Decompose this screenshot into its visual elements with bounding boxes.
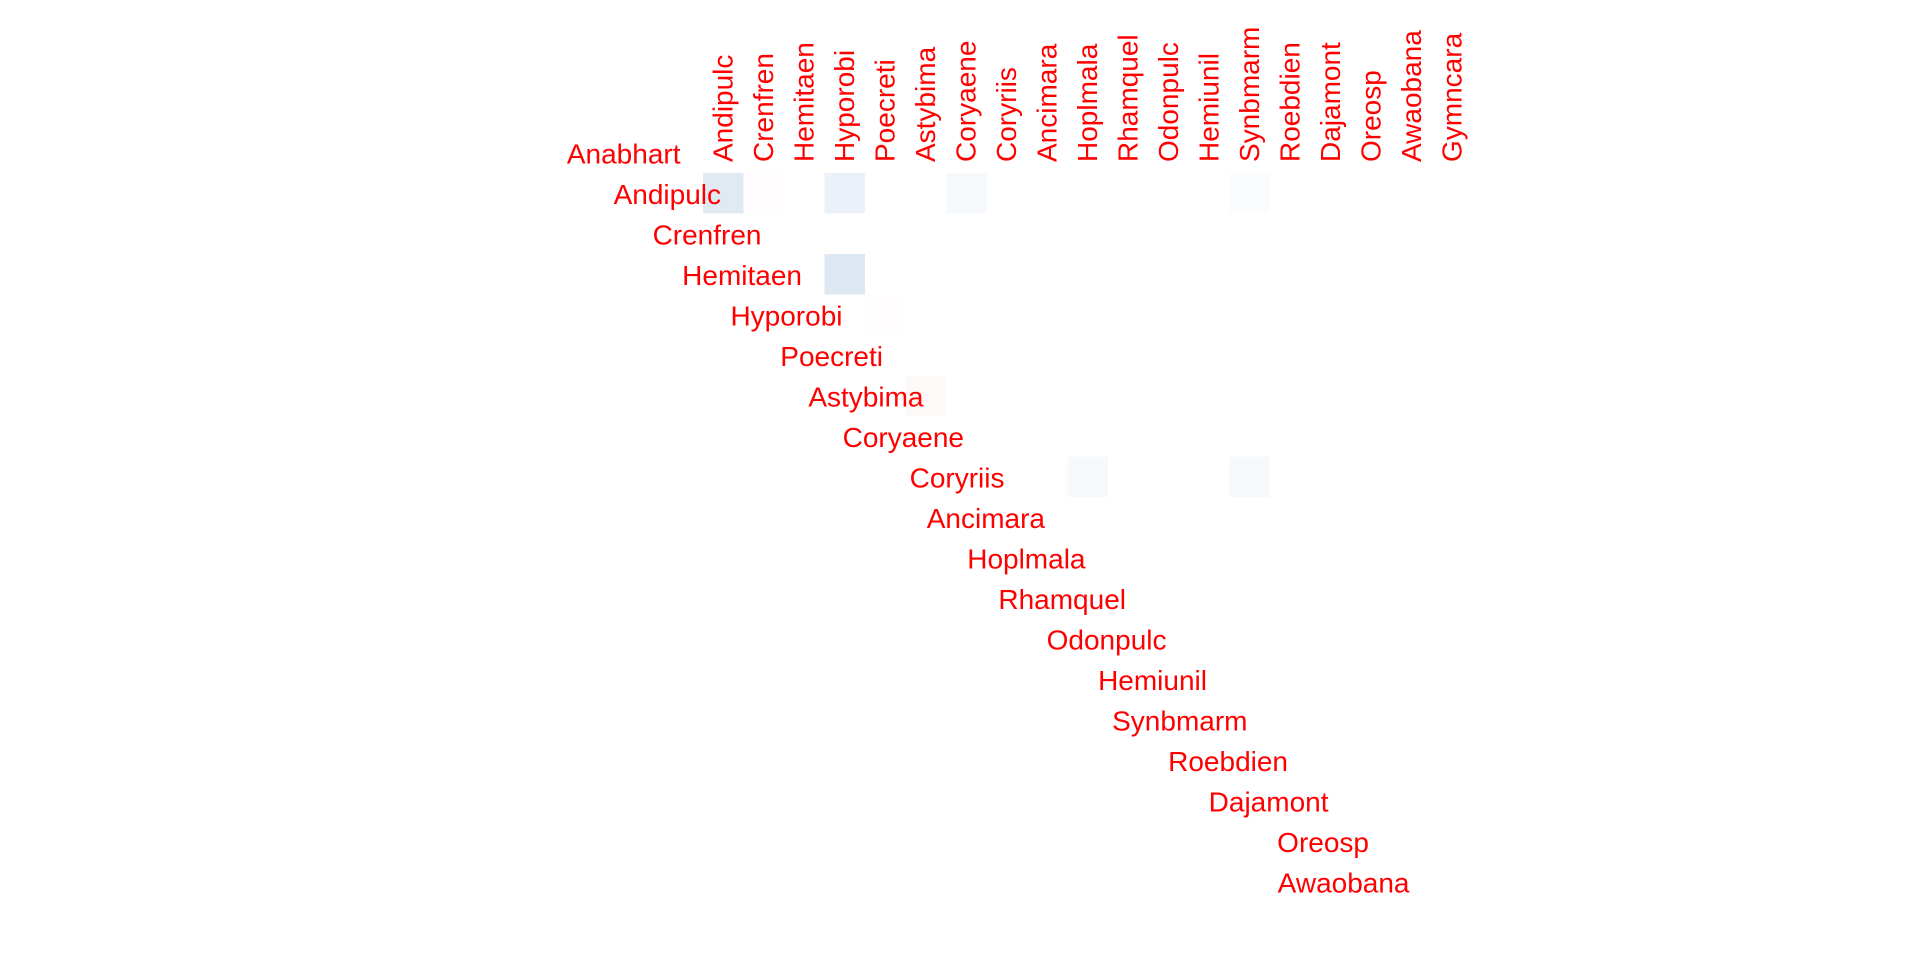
column-label-astybima: Astybima: [910, 46, 941, 162]
row-label-hemitaen: Hemitaen: [682, 260, 802, 291]
row-label-oreosp: Oreosp: [1277, 827, 1369, 858]
column-label-synbmarm: Synbmarm: [1234, 27, 1265, 162]
heatmap-cells: [703, 173, 1270, 497]
column-label-poecreti: Poecreti: [869, 59, 900, 162]
row-label-astybima: Astybima: [808, 381, 924, 412]
column-labels: Andipulc Crenfren Hemitaen Hyporobi Poecreti…: [707, 27, 1467, 162]
column-label-coryaene: Coryaene: [950, 41, 981, 162]
column-label-awaobana: Awaobana: [1396, 30, 1427, 162]
row-label-coryriis: Coryriis: [910, 462, 1005, 493]
column-label-ancimara: Ancimara: [1031, 43, 1062, 162]
heatmap-cell-andipulc-hyporobi: [824, 173, 865, 214]
row-label-odonpulc: Odonpulc: [1047, 624, 1167, 655]
heatmap-cell-andipulc-andipulc: [703, 173, 744, 214]
column-label-gymncara: Gymncara: [1436, 32, 1467, 162]
row-label-rhamquel: Rhamquel: [998, 584, 1126, 615]
column-label-coryriis: Coryriis: [991, 67, 1022, 162]
row-labels: Anabhart Andipulc Crenfren Hemitaen Hyporobi…: [567, 138, 1410, 898]
row-label-hyporobi: Hyporobi: [730, 300, 842, 331]
column-label-andipulc: Andipulc: [707, 55, 738, 162]
row-label-hemiunil: Hemiunil: [1098, 665, 1207, 696]
heatmap-cell-astybima-astybima: [905, 375, 946, 416]
column-label-rhamquel: Rhamquel: [1112, 34, 1143, 162]
column-label-oreosp: Oreosp: [1355, 70, 1386, 162]
heatmap-cell-hemitaen-hyporobi: [824, 254, 865, 295]
row-label-poecreti: Poecreti: [780, 341, 883, 372]
row-label-ancimara: Ancimara: [927, 503, 1046, 534]
row-label-anabhart: Anabhart: [567, 138, 681, 169]
row-label-roebdien: Roebdien: [1168, 746, 1288, 777]
column-label-odonpulc: Odonpulc: [1153, 42, 1184, 162]
heatmap-cell-coryriis-synbmarm: [1229, 456, 1270, 497]
row-label-awaobana: Awaobana: [1278, 867, 1410, 898]
heatmap-cell-andipulc-synbmarm: [1229, 173, 1270, 214]
column-label-hoplmala: Hoplmala: [1072, 43, 1103, 162]
row-label-dajamont: Dajamont: [1209, 786, 1329, 817]
row-label-synbmarm: Synbmarm: [1112, 705, 1247, 736]
column-label-hyporobi: Hyporobi: [829, 50, 860, 162]
column-label-roebdien: Roebdien: [1274, 42, 1305, 162]
column-label-hemitaen: Hemitaen: [788, 42, 819, 162]
heatmap-cell-coryriis-hoplmala: [1067, 456, 1108, 497]
column-label-hemiunil: Hemiunil: [1193, 53, 1224, 162]
row-label-crenfren: Crenfren: [653, 219, 762, 250]
heatmap-cell-andipulc-coryaene: [946, 173, 987, 214]
row-label-coryaene: Coryaene: [843, 422, 964, 453]
row-label-andipulc: Andipulc: [614, 179, 721, 210]
column-label-dajamont: Dajamont: [1315, 42, 1346, 162]
heatmap-cell-hyporobi-poecreti: [865, 294, 906, 335]
heatmap-cell-andipulc-crenfren: [743, 173, 784, 214]
row-label-hoplmala: Hoplmala: [967, 543, 1086, 574]
column-label-crenfren: Crenfren: [748, 53, 779, 162]
